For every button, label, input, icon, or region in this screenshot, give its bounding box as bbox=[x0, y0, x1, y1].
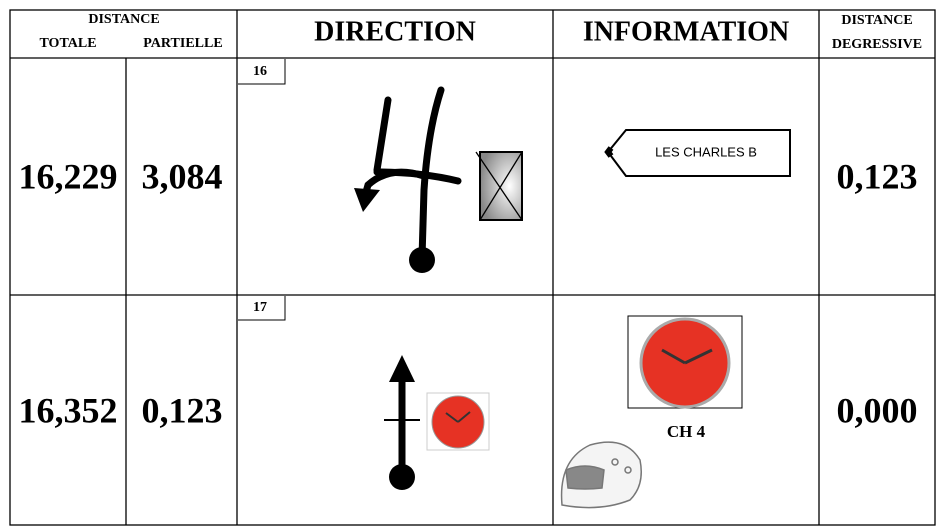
tulip-diagram bbox=[384, 355, 420, 490]
arrow-head bbox=[389, 355, 415, 382]
case-number: 17 bbox=[253, 300, 267, 315]
building-icon bbox=[475, 151, 523, 221]
start-dot bbox=[409, 247, 435, 273]
arrow-head bbox=[354, 188, 380, 212]
sign-text: LES CHARLES B bbox=[655, 144, 757, 159]
distance-partielle: 0,123 bbox=[142, 390, 223, 430]
distance-totale: 16,352 bbox=[19, 390, 118, 430]
table-border bbox=[9, 9, 936, 526]
clock-hands bbox=[661, 348, 713, 365]
helmet-detail bbox=[611, 458, 619, 466]
header-degressive: DEGRESSIVE bbox=[832, 37, 922, 52]
clock-icon-small bbox=[426, 392, 490, 451]
case-number: 16 bbox=[253, 64, 267, 79]
helmet-detail bbox=[624, 466, 632, 474]
turn-arrow bbox=[362, 168, 428, 196]
start-dot bbox=[389, 464, 415, 490]
table-grid bbox=[9, 9, 936, 526]
clock-icon bbox=[627, 315, 743, 409]
distance-degressive: 0,000 bbox=[837, 390, 918, 430]
side-road bbox=[373, 96, 392, 174]
info-label: CH 4 bbox=[667, 422, 706, 441]
sign-tip bbox=[604, 146, 614, 158]
road-sign: LES CHARLES B bbox=[604, 129, 791, 177]
clock-hands bbox=[445, 411, 471, 423]
distance-degressive: 0,123 bbox=[837, 156, 918, 196]
header-information: INFORMATION bbox=[583, 16, 789, 47]
header-direction: DIRECTION bbox=[314, 16, 476, 47]
sign-shape bbox=[606, 129, 791, 177]
distance-totale: 16,229 bbox=[19, 156, 118, 196]
helmet-icon bbox=[560, 441, 642, 509]
number-box bbox=[238, 59, 286, 85]
tulip-diagram bbox=[354, 86, 462, 273]
header-degressive: DISTANCE bbox=[841, 13, 912, 28]
header-totale: TOTALE bbox=[39, 36, 96, 51]
route bbox=[418, 86, 445, 262]
distance-partielle: 3,084 bbox=[142, 156, 223, 196]
header-partielle: PARTIELLE bbox=[143, 36, 222, 51]
header-distance: DISTANCE bbox=[88, 12, 159, 27]
number-box bbox=[238, 296, 286, 321]
helmet-visor bbox=[565, 465, 605, 490]
cross bbox=[475, 151, 523, 221]
